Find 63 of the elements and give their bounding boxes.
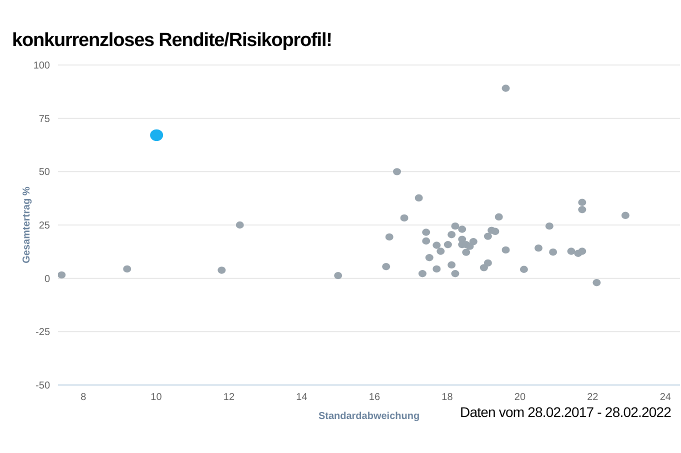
point xyxy=(422,237,430,245)
point xyxy=(484,232,492,240)
x-tick-label: 14 xyxy=(296,392,308,404)
point xyxy=(422,228,430,236)
point xyxy=(578,198,586,206)
y-tick-label: 75 xyxy=(38,114,50,125)
point xyxy=(334,272,342,280)
y-tick-label: 25 xyxy=(38,220,50,232)
point xyxy=(123,265,132,273)
y-tick-label: -25 xyxy=(36,327,50,338)
point xyxy=(494,213,503,220)
point xyxy=(549,248,558,256)
y-tick-label: -50 xyxy=(36,380,50,392)
x-tick-label: 16 xyxy=(368,392,380,404)
point xyxy=(578,248,586,255)
x-axis-title: Standardabweichung xyxy=(318,411,420,422)
point xyxy=(534,244,543,252)
x-tick-label: 20 xyxy=(514,392,526,404)
point xyxy=(150,129,164,142)
point xyxy=(545,222,554,230)
point xyxy=(480,264,488,272)
point xyxy=(414,194,423,202)
point xyxy=(458,226,466,233)
point xyxy=(58,271,66,279)
point xyxy=(448,231,456,238)
point xyxy=(592,279,601,286)
y-tick-label: 50 xyxy=(38,167,50,178)
point xyxy=(400,214,408,222)
point xyxy=(448,261,456,268)
x-tick-label: 10 xyxy=(150,392,162,404)
point xyxy=(502,246,510,254)
point xyxy=(484,259,492,267)
x-tick-label: 24 xyxy=(660,392,672,404)
point xyxy=(621,212,630,219)
point xyxy=(520,266,528,273)
text: Daten vom 28.02.2017 - 28.02.2022 xyxy=(460,404,671,420)
point xyxy=(432,265,441,273)
y-axis-title: Gesamtertrag % xyxy=(22,186,33,264)
x-tick-label: 8 xyxy=(80,392,87,404)
point xyxy=(385,233,394,241)
point xyxy=(567,248,576,255)
point xyxy=(502,84,510,92)
point xyxy=(393,168,402,176)
point xyxy=(469,238,478,246)
y-tick-label: 0 xyxy=(44,274,50,285)
point xyxy=(425,254,434,262)
x-tick-label: 18 xyxy=(442,392,454,404)
point xyxy=(418,270,426,278)
chart-title: konkurrenzloses Rendite/Risikoprofil! xyxy=(12,30,332,52)
point xyxy=(462,248,470,256)
x-tick-label: 22 xyxy=(587,392,599,404)
point xyxy=(432,242,441,249)
point xyxy=(451,270,460,278)
point xyxy=(382,263,390,270)
point xyxy=(236,221,244,229)
point xyxy=(451,222,460,230)
y-tick-label: 100 xyxy=(33,60,50,72)
point xyxy=(218,266,226,274)
point xyxy=(436,248,445,255)
point xyxy=(491,228,500,235)
x-tick-label: 12 xyxy=(223,392,235,404)
point xyxy=(578,206,586,214)
point xyxy=(444,241,452,248)
